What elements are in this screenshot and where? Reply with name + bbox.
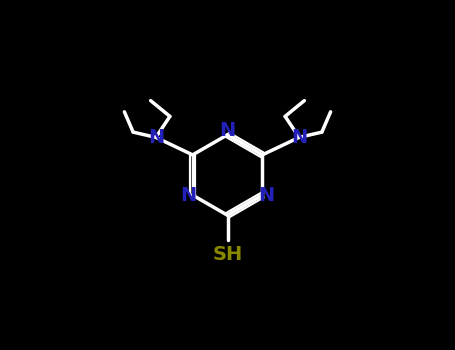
Text: N: N bbox=[180, 186, 197, 205]
Text: N: N bbox=[219, 121, 236, 140]
Text: SH: SH bbox=[212, 245, 243, 264]
Text: N: N bbox=[258, 186, 275, 205]
Text: N: N bbox=[148, 128, 164, 147]
Text: N: N bbox=[291, 128, 307, 147]
